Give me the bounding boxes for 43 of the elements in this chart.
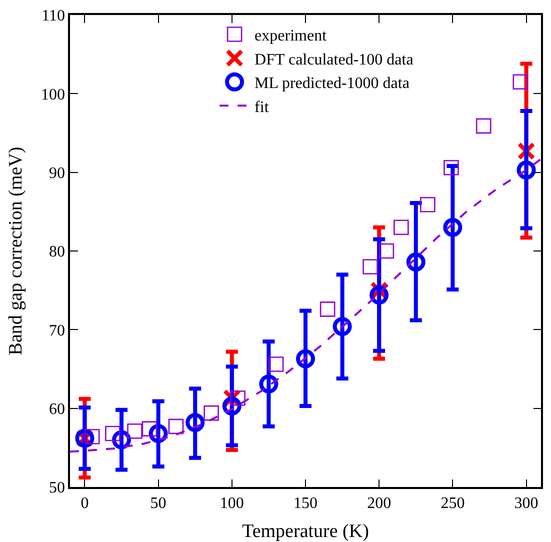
point	[420, 196, 436, 212]
point	[259, 374, 278, 394]
x-tick-label: 50	[150, 494, 166, 512]
x-tick-label: 200	[367, 494, 392, 512]
y-tick-label: 110	[42, 8, 66, 25]
y-axis-title: Band gap correction (meV)	[6, 146, 26, 356]
point	[127, 424, 142, 439]
point	[204, 405, 219, 421]
point	[394, 220, 409, 236]
point	[168, 418, 184, 434]
y-tick-label: 60	[49, 400, 66, 418]
y-tick-label: 100	[41, 86, 66, 104]
legend-label: DFT calculated-100 data	[254, 51, 414, 68]
y-tick-label: 50	[49, 480, 66, 497]
point	[320, 302, 336, 317]
point	[378, 243, 394, 259]
x-tick-label: 0	[80, 494, 89, 512]
point	[444, 160, 459, 176]
y-tick-label: 90	[49, 164, 66, 182]
x-tick-label: 300	[514, 494, 538, 512]
legend-label: ML predicted-1000 data	[254, 75, 410, 92]
point	[296, 349, 315, 368]
x-tick-label: 100	[220, 494, 244, 512]
point	[186, 412, 205, 432]
point	[105, 426, 120, 442]
legend-label: fit	[254, 98, 270, 116]
y-tick-label: 80	[49, 244, 66, 261]
point	[370, 286, 389, 305]
point	[512, 74, 528, 90]
point	[268, 356, 284, 372]
point	[362, 259, 378, 274]
y-tick-label: 70	[49, 322, 66, 340]
point	[516, 160, 536, 180]
point	[332, 317, 352, 336]
point	[476, 118, 492, 134]
point	[406, 252, 426, 272]
point	[443, 218, 462, 237]
line-series	[70, 158, 541, 453]
point	[142, 421, 158, 436]
x-axis-title: Temperature (K)	[242, 521, 369, 542]
x-tick-label: 250	[440, 494, 465, 512]
legend-label: experiment	[254, 28, 328, 44]
x-tick-label: 150	[294, 494, 318, 512]
